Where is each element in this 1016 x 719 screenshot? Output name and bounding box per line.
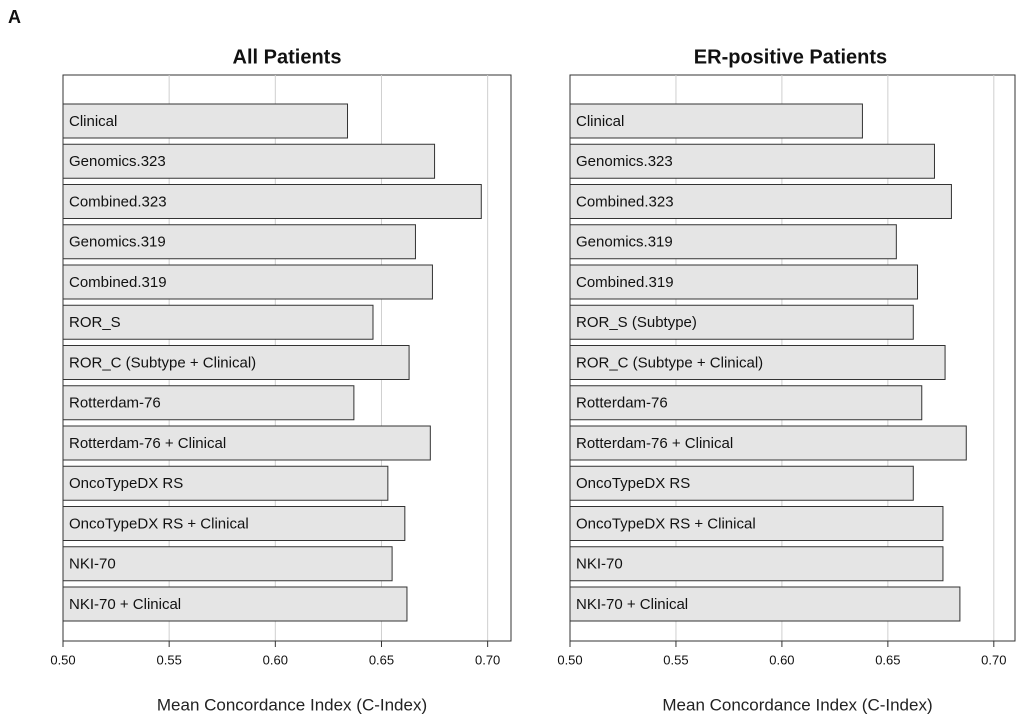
category-label: OncoTypeDX RS (576, 475, 690, 492)
bar (62, 345, 410, 380)
bar (569, 264, 919, 300)
category-label: ROR_C (Subtype + Clinical) (69, 354, 256, 371)
category-label: Rotterdam-76 (69, 395, 161, 412)
bar (62, 264, 433, 300)
category-label: Rotterdam-76 + Clinical (576, 435, 733, 452)
category-label: Combined.323 (69, 193, 167, 210)
bar (569, 385, 923, 421)
bar (62, 103, 349, 139)
chart-title: All Patients (233, 46, 342, 68)
bar (569, 586, 961, 622)
x-axis-label: Mean Concordance Index (C-Index) (157, 695, 427, 714)
bar (62, 546, 393, 582)
bar (62, 465, 389, 501)
bar (569, 425, 967, 461)
bar (62, 143, 436, 179)
x-tick-label: 0.65 (369, 652, 394, 667)
category-label: OncoTypeDX RS (69, 475, 183, 492)
bar (569, 304, 914, 340)
category-label: Genomics.323 (576, 153, 673, 170)
category-label: Genomics.323 (69, 153, 166, 170)
bar (62, 586, 408, 622)
category-label: NKI-70 + Clinical (69, 596, 181, 613)
bar (62, 506, 406, 541)
x-tick-label: 0.60 (769, 652, 794, 667)
bar (569, 224, 897, 260)
category-label: NKI-70 + Clinical (576, 596, 688, 613)
category-label: Combined.319 (576, 274, 674, 291)
bar (569, 184, 952, 219)
category-label: Rotterdam-76 + Clinical (69, 435, 226, 452)
category-label: Clinical (69, 113, 117, 130)
category-label: ROR_S (Subtype) (576, 314, 697, 331)
panel-label: A (8, 7, 21, 27)
bar (62, 304, 374, 340)
x-tick-label: 0.50 (50, 652, 75, 667)
bar (569, 546, 944, 582)
x-tick-label: 0.55 (157, 652, 182, 667)
x-tick-label: 0.55 (663, 652, 688, 667)
x-tick-label: 0.60 (263, 652, 288, 667)
x-tick-label: 0.70 (475, 652, 500, 667)
category-label: OncoTypeDX RS + Clinical (576, 515, 756, 532)
category-label: OncoTypeDX RS + Clinical (69, 515, 249, 532)
bar (569, 103, 863, 139)
bar (62, 224, 416, 260)
bar (62, 425, 431, 461)
bar (62, 184, 482, 219)
category-label: Genomics.319 (576, 234, 673, 251)
bar (569, 143, 935, 179)
category-label: Combined.319 (69, 274, 167, 291)
category-label: ROR_S (69, 314, 121, 331)
category-label: Rotterdam-76 (576, 395, 668, 412)
category-label: Clinical (576, 113, 624, 130)
category-label: Genomics.319 (69, 234, 166, 251)
x-tick-label: 0.50 (557, 652, 582, 667)
category-label: ROR_C (Subtype + Clinical) (576, 354, 763, 371)
bar (569, 345, 946, 380)
bar (62, 385, 355, 421)
chart-title: ER-positive Patients (694, 46, 887, 68)
category-label: NKI-70 (576, 556, 623, 573)
bar (569, 506, 944, 541)
x-tick-label: 0.65 (875, 652, 900, 667)
bar (569, 465, 914, 501)
x-axis-label: Mean Concordance Index (C-Index) (662, 695, 932, 714)
category-label: Combined.323 (576, 193, 674, 210)
category-label: NKI-70 (69, 556, 116, 573)
x-tick-label: 0.70 (981, 652, 1006, 667)
